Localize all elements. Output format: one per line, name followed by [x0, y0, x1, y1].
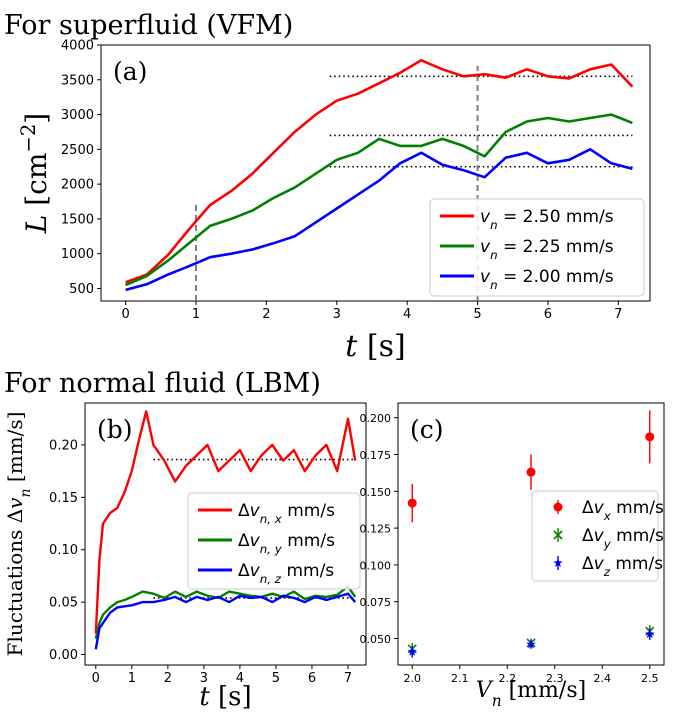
- y-tick-label: 0.100: [360, 559, 392, 572]
- x-tick-label: 3: [333, 307, 341, 322]
- legend-label: Δvz mm/s: [582, 554, 663, 579]
- y-axis-label-text: L [cm−2]: [17, 113, 54, 234]
- legend-label: Δvn, y mm/s: [238, 531, 335, 556]
- data-point: [407, 646, 417, 656]
- y-tick-label: 0.050: [360, 633, 392, 646]
- legend-box: [429, 198, 645, 297]
- data-point: [526, 639, 536, 649]
- y-tick-label: 0.200: [360, 412, 392, 425]
- y-tick-label: 0.125: [360, 523, 392, 536]
- data-point: [526, 467, 536, 477]
- legend-marker: [553, 530, 563, 540]
- y-axis-label: Fluctuations Δvn [mm/s]: [3, 412, 34, 657]
- y-tick-label: 0.00: [49, 648, 78, 663]
- x-tick-label: 3: [200, 671, 208, 686]
- legend-box: [187, 492, 361, 590]
- legend-label: vn = 2.50 mm/s: [480, 207, 614, 232]
- x-tick-label: 2.1: [451, 672, 469, 685]
- x-tick-label: 0: [92, 671, 100, 686]
- legend-label: Δvx mm/s: [582, 498, 664, 523]
- x-tick-label: 0: [121, 307, 129, 322]
- series-line: [125, 113, 633, 287]
- panel-b-chart: 0 1 2 3 4 5 6 7 0.00 0.05 0.10 0.15 0.20 (b) t [s] Fluc…: [3, 402, 367, 712]
- panel-a-chart: 0 1 2 3 4 5 6 7 500 1000 1500 2000 2500 3000 3500 4000 (…: [17, 39, 651, 364]
- legend-label: Δvn, x mm/s: [238, 501, 335, 526]
- y-tick-label: 0.075: [360, 596, 392, 609]
- y-tick-label: 0.20: [49, 438, 78, 453]
- legend-label: Δvn, z mm/s: [238, 561, 334, 586]
- y-tick-label: 1500: [61, 212, 94, 227]
- x-tick-label: 2.2: [499, 672, 517, 685]
- x-axis-label: t [s]: [345, 329, 405, 364]
- y-tick-label: 4000: [61, 39, 94, 54]
- y-axis-label: L [cm−2]: [17, 113, 54, 234]
- y-tick-label: 500: [69, 282, 94, 297]
- series-line: [94, 585, 357, 640]
- legend-box: [531, 490, 659, 582]
- x-tick-label: 1: [128, 671, 136, 686]
- y-tick-label: 0.150: [360, 486, 392, 499]
- y-tick-label: 3500: [61, 73, 94, 88]
- axes-frame: [100, 44, 651, 302]
- x-tick-label: 5: [473, 307, 481, 322]
- panel-label: (c): [410, 415, 444, 444]
- y-axis-label-text: Fluctuations Δvn [mm/s]: [3, 412, 34, 657]
- x-tick-label: 2: [164, 671, 172, 686]
- data-point: [407, 498, 417, 508]
- heading-normal-fluid: For normal fluid (LBM): [4, 368, 321, 399]
- y-tick-label: 0.05: [49, 596, 78, 611]
- y-tick-label: 2000: [61, 178, 94, 193]
- panel-label: (a): [113, 57, 147, 86]
- legend-label: vn = 2.25 mm/s: [480, 237, 614, 262]
- panel-c-chart: 2.0 2.1 2.2 2.3 2.4 2.5 0.050 0.075 0.100 0.125 0.…: [360, 402, 665, 710]
- legend-marker: [553, 558, 563, 567]
- y-tick-label: 0.10: [49, 543, 78, 558]
- x-axis-label: t [s]: [199, 682, 251, 712]
- legend-label: Δvy mm/s: [582, 526, 664, 551]
- series-line: [94, 592, 357, 650]
- data-point: [645, 432, 655, 442]
- x-tick-label: 7: [344, 671, 352, 686]
- x-tick-label: 2.5: [641, 672, 659, 685]
- panel-label: (b): [97, 415, 133, 444]
- data-point: [645, 629, 655, 639]
- series-line: [94, 410, 357, 634]
- y-tick-label: 3000: [61, 108, 94, 123]
- x-tick-label: 4: [403, 307, 411, 322]
- y-tick-label: 0.175: [360, 449, 392, 462]
- x-tick-label: 2.4: [594, 672, 612, 685]
- y-tick-label: 0.15: [49, 491, 78, 506]
- series-line: [125, 148, 633, 292]
- x-tick-label: 6: [544, 307, 552, 322]
- x-tick-label: 2: [262, 307, 270, 322]
- x-tick-label: 5: [272, 671, 280, 686]
- heading-superfluid: For superfluid (VFM): [4, 10, 293, 41]
- x-tick-label: 4: [236, 671, 244, 686]
- y-tick-label: 2500: [61, 143, 94, 158]
- y-tick-label: 1000: [61, 247, 94, 262]
- x-axis-label: Vn [mm/s]: [476, 678, 586, 710]
- x-tick-label: 2.3: [546, 672, 564, 685]
- x-tick-label: 2.0: [404, 672, 422, 685]
- x-tick-label: 1: [192, 307, 200, 322]
- x-tick-label: 7: [614, 307, 622, 322]
- axes-frame: [84, 402, 367, 666]
- x-tick-label: 6: [308, 671, 316, 686]
- series-line: [125, 59, 634, 284]
- legend-marker: [553, 502, 563, 512]
- legend-label: vn = 2.00 mm/s: [480, 267, 614, 292]
- axes-frame: [397, 402, 665, 666]
